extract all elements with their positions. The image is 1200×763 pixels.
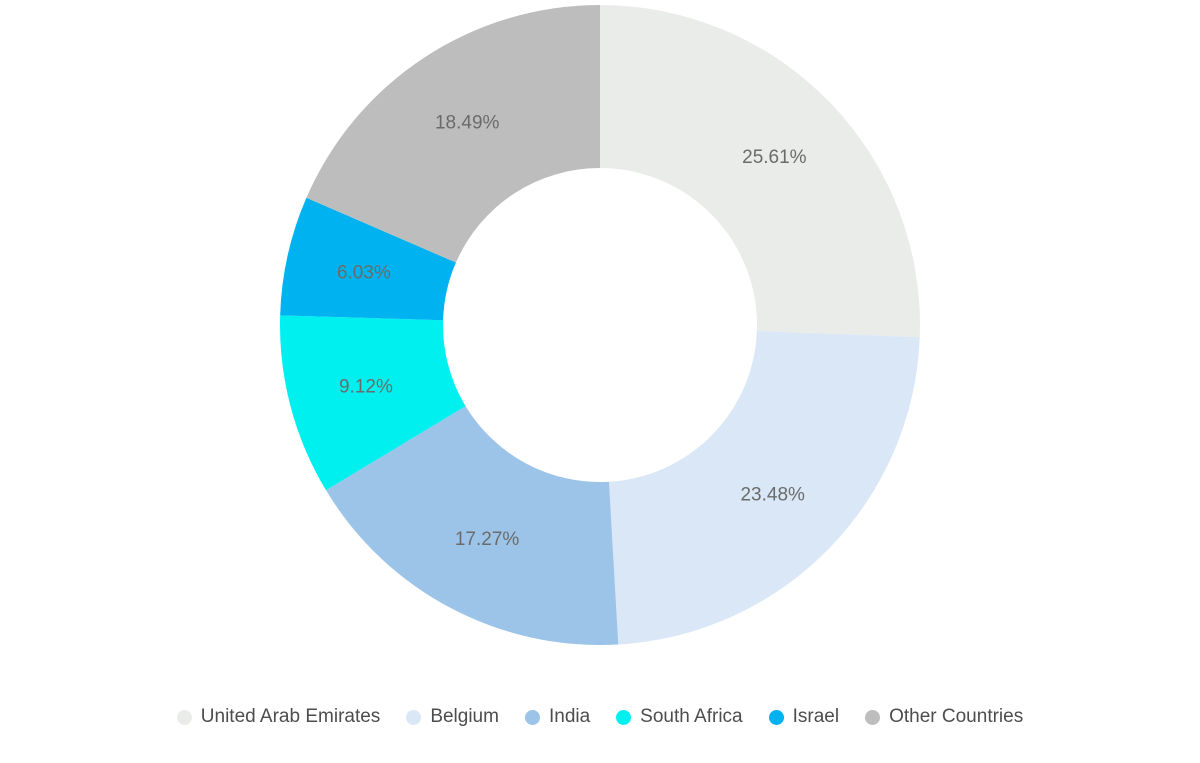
legend-item-belgium[interactable]: Belgium <box>406 706 499 728</box>
slice-label-other-countries: 18.49% <box>435 113 500 134</box>
legend-label-israel: Israel <box>792 706 840 727</box>
legend-label-india: India <box>548 706 591 727</box>
donut-segment-united-arab-emirates[interactable] <box>600 5 921 338</box>
legend-label-belgium: Belgium <box>430 706 499 727</box>
slice-label-israel: 6.03% <box>337 262 391 283</box>
legend: United Arab Emirates Belgium India South Af… <box>0 706 1200 728</box>
legend-item-israel[interactable]: Israel <box>768 706 840 728</box>
legend-marker-india <box>524 709 540 725</box>
legend-item-india[interactable]: India <box>524 706 591 728</box>
legend-marker-belgium <box>406 709 422 725</box>
slice-label-belgium: 23.48% <box>740 484 805 505</box>
legend-item-south-africa[interactable]: South Africa <box>616 706 743 728</box>
legend-marker-other-countries <box>865 709 881 725</box>
legend-label-south-africa: South Africa <box>640 706 743 727</box>
slice-label-india: 17.27% <box>455 529 520 550</box>
donut-segment-south-africa[interactable] <box>280 315 466 491</box>
legend-marker-united-arab-emirates <box>176 709 192 725</box>
legend-item-united-arab-emirates[interactable]: United Arab Emirates <box>176 706 381 728</box>
legend-marker-israel <box>768 709 784 725</box>
slice-label-south-africa: 9.12% <box>339 376 393 397</box>
legend-marker-south-africa <box>616 709 632 725</box>
legend-label-united-arab-emirates: United Arab Emirates <box>200 706 381 727</box>
legend-item-other-countries[interactable]: Other Countries <box>865 706 1023 728</box>
donut-segment-belgium[interactable] <box>608 331 920 645</box>
donut-segment-other-countries[interactable] <box>306 5 600 263</box>
slice-label-united-arab-emirates: 25.61% <box>742 147 807 168</box>
donut-segment-india[interactable] <box>326 406 619 645</box>
legend-label-other-countries: Other Countries <box>889 706 1024 727</box>
donut-segment-israel[interactable] <box>280 197 456 321</box>
